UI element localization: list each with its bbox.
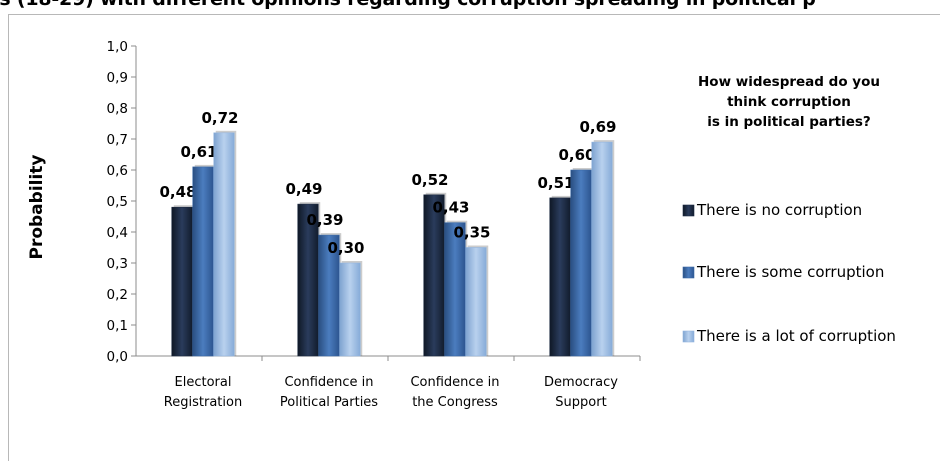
legend-title: How widespread do you xyxy=(698,74,880,90)
bar xyxy=(465,247,487,357)
y-tick-label: 0,2 xyxy=(107,287,128,303)
data-label: 0,39 xyxy=(306,211,343,229)
bar xyxy=(318,234,340,357)
legend-label: There is some corruption xyxy=(696,263,884,281)
x-tick-label: Confidence in Political Parties xyxy=(280,375,378,410)
bar xyxy=(570,169,592,357)
bar xyxy=(213,132,235,357)
legend-title: think corruption xyxy=(727,94,851,110)
legend-title: is in political parties? xyxy=(707,114,871,130)
data-label: 0,43 xyxy=(432,199,469,217)
bar xyxy=(192,166,214,357)
legend-label: There is no corruption xyxy=(696,201,862,219)
bar xyxy=(591,141,613,357)
y-tick-label: 0,3 xyxy=(107,256,128,272)
y-tick-label: 0,4 xyxy=(107,225,128,241)
data-label: 0,69 xyxy=(579,118,616,136)
data-label: 0,48 xyxy=(159,183,196,201)
legend-swatch xyxy=(682,204,695,217)
data-label: 0,49 xyxy=(285,180,322,198)
bars: 0,48 0,61 0,72 0,49 0,39 0,30 0,52 0,43 0,35 0,51… xyxy=(159,109,617,357)
legend: How widespread do you think corruption is … xyxy=(682,74,896,345)
data-label: 0,52 xyxy=(411,171,448,189)
bar xyxy=(444,222,466,357)
bar xyxy=(549,197,571,357)
x-tick-label: Electoral Registration xyxy=(164,375,242,410)
y-tick-label: 1,0 xyxy=(107,39,128,55)
data-label: 0,51 xyxy=(537,174,574,192)
y-tick-label: 0,9 xyxy=(107,70,128,86)
data-label: 0,72 xyxy=(201,109,238,127)
x-tick-label: Democracy Support xyxy=(544,375,618,410)
page-title: ns (18-29) with different opinions regar… xyxy=(0,0,940,11)
bar xyxy=(423,194,445,357)
axes: 0,0 0,1 0,2 0,3 0,4 0,5 0,6 0,7 0,8 0,9 1,0 Probabi… xyxy=(27,39,641,410)
data-label: 0,30 xyxy=(327,239,364,257)
y-tick-label: 0,0 xyxy=(107,349,128,365)
x-tick-label: Confidence in the Congress xyxy=(410,375,499,410)
y-axis-title: Probability xyxy=(27,154,47,259)
y-tick-label: 0,6 xyxy=(107,163,128,179)
legend-swatch xyxy=(682,266,695,279)
bar xyxy=(297,203,319,357)
legend-label: There is a lot of corruption xyxy=(696,327,896,345)
y-tick-label: 0,8 xyxy=(107,101,128,117)
bar xyxy=(339,262,361,357)
legend-swatch xyxy=(682,330,695,343)
chart-frame xyxy=(8,14,940,461)
y-tick-label: 0,1 xyxy=(107,318,128,334)
bar xyxy=(171,206,193,357)
y-tick-label: 0,7 xyxy=(107,132,128,148)
data-label: 0,35 xyxy=(453,224,490,242)
y-tick-label: 0,5 xyxy=(107,194,128,210)
data-label: 0,60 xyxy=(558,146,595,164)
data-label: 0,61 xyxy=(180,143,217,161)
